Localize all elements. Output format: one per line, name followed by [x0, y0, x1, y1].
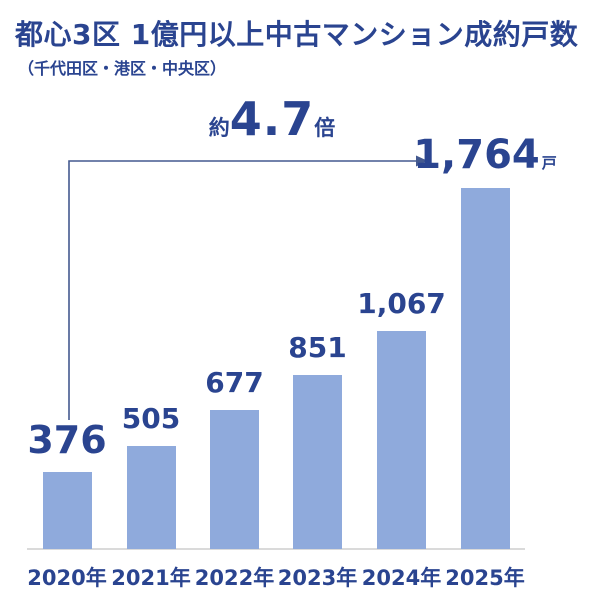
bar-2024年 [377, 331, 426, 549]
ratio-prefix: 約 [208, 116, 230, 140]
page-title: 都心3区 1億円以上中古マンション成約戸数 [15, 18, 579, 51]
bar-2020年 [42, 472, 92, 549]
x-axis-label-2025年: 2025年 [445, 566, 525, 590]
bar-2022年 [210, 410, 259, 549]
bar-2023年 [293, 375, 342, 549]
ratio-value: 4.7 [229, 92, 315, 146]
unit-label: 戸 [541, 154, 557, 172]
bar-value-label: 851 [288, 331, 347, 364]
bar-value-label: 677 [205, 366, 264, 399]
bar-2025年 [460, 188, 510, 549]
x-axis-label-2022年: 2022年 [194, 566, 275, 590]
x-axis-label-2024年: 2024年 [361, 566, 442, 590]
x-axis-line [27, 548, 525, 550]
bar-value-label: 1,764 戸 [413, 132, 557, 178]
x-axis-label-2023年: 2023年 [277, 566, 358, 590]
bar-value-label: 376 [27, 418, 107, 462]
page-subtitle: （千代田区・港区・中央区） [18, 59, 227, 78]
ratio-suffix: 倍 [314, 116, 336, 140]
bar-value-label: 1,067 [357, 287, 446, 320]
bar-value-label: 505 [121, 402, 181, 435]
bar-2021年 [126, 446, 176, 549]
ratio-annotation: 約 4.7 倍 [209, 96, 336, 142]
x-axis-label-2020年: 2020年 [27, 566, 107, 590]
x-axis-label-2021年: 2021年 [111, 566, 191, 590]
